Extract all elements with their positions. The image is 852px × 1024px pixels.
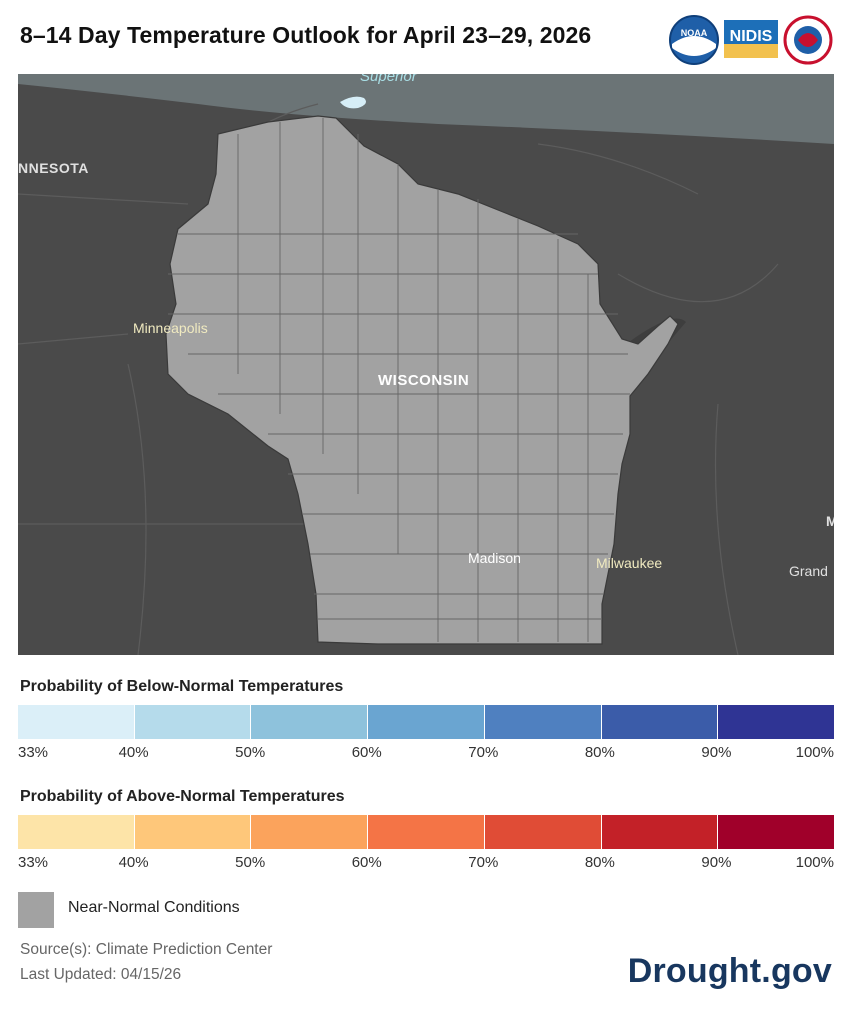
logo-group: NOAA NIDIS	[669, 15, 833, 65]
above-normal-segment	[251, 815, 369, 849]
state-label-minnesota: NNESOTA	[18, 160, 89, 176]
state-label-wisconsin: WISCONSIN	[378, 372, 470, 389]
lake-label: Superior	[360, 74, 417, 85]
above-normal-tick-label: 50%	[235, 854, 266, 871]
city-label-madison: Madison	[468, 550, 521, 566]
last-updated-text: Last Updated: 04/15/26	[20, 966, 182, 983]
city-label-milwaukee: Milwaukee	[596, 555, 663, 571]
near-normal-swatch	[18, 892, 54, 928]
page-title: 8–14 Day Temperature Outlook for April 2…	[20, 22, 592, 48]
above-normal-tick-label: 60%	[351, 854, 382, 871]
lake-superior	[18, 74, 834, 144]
above-normal-segment	[134, 815, 252, 849]
below-normal-segment	[601, 705, 719, 739]
below-normal-tick-label: 100%	[795, 744, 834, 761]
below-normal-legend-title: Probability of Below-Normal Temperatures	[20, 678, 344, 695]
below-normal-tick-label: 33%	[18, 744, 49, 761]
svg-text:NIDIS: NIDIS	[730, 28, 773, 45]
below-normal-segment	[134, 705, 252, 739]
above-normal-segment	[718, 815, 835, 849]
below-normal-color-bar	[18, 705, 835, 739]
below-normal-ticks: 33% 40% 50% 60% 70% 80% 90% 100%	[18, 744, 834, 764]
near-normal-label: Near-Normal Conditions	[68, 899, 240, 916]
below-normal-tick-label: 70%	[468, 744, 499, 761]
above-normal-segment	[484, 815, 602, 849]
below-normal-tick-label: 50%	[235, 744, 266, 761]
below-normal-tick-label: 80%	[584, 744, 615, 761]
above-normal-ticks: 33% 40% 50% 60% 70% 80% 90% 100%	[18, 854, 834, 874]
source-text: Source(s): Climate Prediction Center	[20, 941, 273, 958]
above-normal-tick-label: 100%	[795, 854, 834, 871]
above-normal-segment	[601, 815, 719, 849]
county-lines	[168, 118, 630, 642]
nidis-logo: NIDIS	[724, 20, 778, 58]
above-normal-legend-title: Probability of Above-Normal Temperatures	[20, 788, 345, 805]
below-normal-segment	[368, 705, 485, 739]
above-normal-tick-label: 90%	[701, 854, 732, 871]
drought-gov-logo[interactable]: Drought.gov	[627, 952, 832, 990]
below-normal-segment	[484, 705, 602, 739]
above-normal-segment	[18, 815, 135, 849]
above-normal-tick-label: 70%	[468, 854, 499, 871]
svg-text:NOAA: NOAA	[681, 28, 708, 38]
nws-logo	[783, 15, 833, 65]
city-label-grand: Grand	[789, 563, 828, 579]
state-label-edge: M	[826, 513, 834, 529]
below-normal-segment	[251, 705, 369, 739]
above-normal-tick-label: 40%	[118, 854, 149, 871]
below-normal-tick-label: 60%	[351, 744, 382, 761]
outlook-map[interactable]: Superior NNESOTA WISCONSIN Minneapolis M…	[18, 74, 834, 655]
below-normal-segment	[718, 705, 835, 739]
noaa-logo: NOAA	[669, 15, 719, 65]
above-normal-tick-label: 80%	[584, 854, 615, 871]
above-normal-segment	[368, 815, 485, 849]
background-lines	[18, 103, 779, 655]
map-canvas	[18, 74, 834, 655]
below-normal-tick-label: 40%	[118, 744, 149, 761]
below-normal-tick-label: 90%	[701, 744, 732, 761]
above-normal-color-bar	[18, 815, 835, 849]
below-normal-segment	[18, 705, 135, 739]
above-normal-tick-label: 33%	[18, 854, 49, 871]
city-label-minneapolis: Minneapolis	[133, 320, 208, 336]
